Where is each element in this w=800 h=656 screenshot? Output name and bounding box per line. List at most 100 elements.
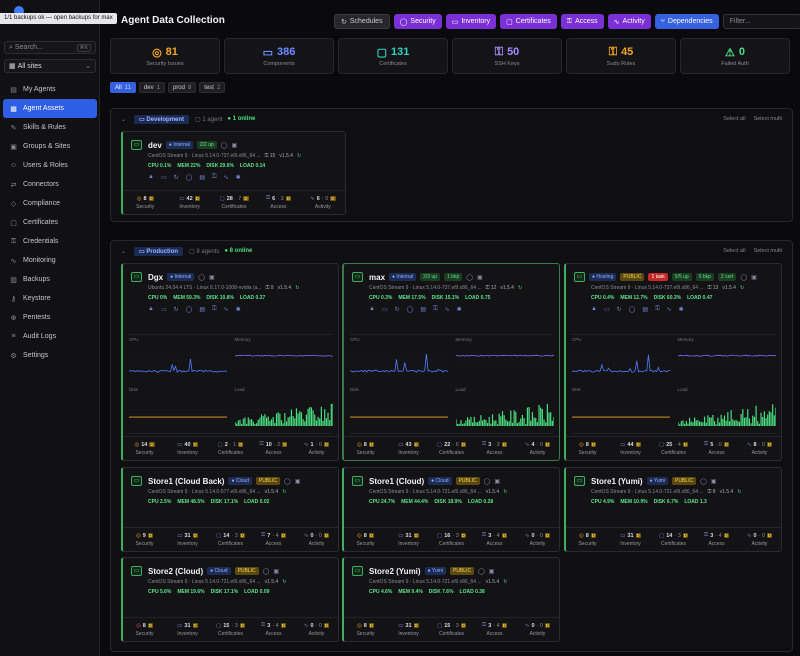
refresh-icon[interactable]: ↻ xyxy=(517,285,523,291)
chat-icon[interactable]: ◯ xyxy=(466,274,473,281)
agent-name[interactable]: max xyxy=(369,272,386,282)
footer-access[interactable]: ⚿ 7 · 4 D Access xyxy=(252,528,295,551)
refresh-icon[interactable]: ↻ xyxy=(503,489,508,495)
action-icon[interactable]: ▭ xyxy=(160,175,167,181)
action-icon[interactable]: ▭ xyxy=(603,307,610,313)
sidebar-item-backups[interactable]: ▥ Backups xyxy=(3,270,97,289)
footer-activity[interactable]: ∿ 8 · 0 D Activity xyxy=(738,437,781,460)
sidebar-item-credentials[interactable]: ⚿ Credentials xyxy=(3,232,97,251)
action-icon[interactable]: ↻ xyxy=(616,307,622,313)
footer-certificates[interactable]: ▢ 22 · 6 D Certificates xyxy=(430,437,473,460)
footer-access[interactable]: ⚿ 6 · 3 D Access xyxy=(256,191,300,214)
dependencies-button[interactable]: ⑂ Dependencies xyxy=(654,14,719,29)
sidebar-item-audit-logs[interactable]: ≡ Audit Logs xyxy=(3,327,97,346)
footer-security[interactable]: ◎ 14 D Security xyxy=(123,437,166,460)
access-button[interactable]: ⚿ Access xyxy=(560,14,604,29)
agent-name[interactable]: Dgx xyxy=(148,272,164,282)
chat-icon[interactable]: ◯ xyxy=(220,142,228,149)
chat-icon[interactable]: ◯ xyxy=(740,274,748,281)
terminal-icon[interactable]: ▣ xyxy=(751,274,757,281)
chip-test[interactable]: test 2 xyxy=(199,82,226,93)
action-icon[interactable]: ◯ xyxy=(185,175,193,181)
action-icon[interactable]: ▲ xyxy=(148,174,154,180)
action-icon[interactable]: ⚿ xyxy=(433,306,438,312)
footer-security[interactable]: ◎ 8 D Security xyxy=(123,618,166,641)
action-icon[interactable]: ∿ xyxy=(444,307,450,313)
agent-name[interactable]: Store1 (Yumi) xyxy=(591,476,643,486)
activity-button[interactable]: ∿ Activity xyxy=(607,14,651,29)
footer-inventory[interactable]: ▭ 40 D Inventory xyxy=(166,437,209,460)
filter-input[interactable]: Filter... xyxy=(722,14,800,29)
action-icon[interactable]: ▲ xyxy=(591,306,597,312)
chat-icon[interactable]: ◯ xyxy=(483,478,491,485)
sidebar-item-keystore[interactable]: ⚷ Keystore xyxy=(3,289,97,308)
terminal-icon[interactable]: ▣ xyxy=(273,568,280,575)
footer-security[interactable]: ◎ 8 D Security xyxy=(344,528,387,551)
select-multi-button[interactable]: Select multi xyxy=(753,116,782,122)
agent-card[interactable]: ▭ Store1 (Cloud) ● Cloud PUBLIC ◯ ▣ CentOS Str… xyxy=(342,467,560,552)
chip-dev[interactable]: dev 1 xyxy=(138,82,165,93)
chat-icon[interactable]: ◯ xyxy=(478,568,485,575)
action-icon[interactable]: ⚿ xyxy=(212,306,217,312)
footer-certificates[interactable]: ▢ 15 · 3 D Certificates xyxy=(209,618,252,641)
footer-security[interactable]: ◎ 8 D Security xyxy=(344,618,387,641)
inventory-button[interactable]: ▭ Inventory xyxy=(445,14,497,29)
action-icon[interactable]: ▤ xyxy=(199,307,206,313)
sidebar-item-pentests[interactable]: ⊕ Pentests xyxy=(3,308,97,327)
select-multi-button[interactable]: Select multi xyxy=(753,248,782,254)
select-all-button[interactable]: Select all xyxy=(723,248,746,254)
footer-access[interactable]: ⚿ 3 · 4 D Access xyxy=(695,528,738,551)
group-header[interactable]: ⌄ ▭ Production ▢ 8 agents ● 8 online Select … xyxy=(111,241,792,261)
action-icon[interactable]: ✱ xyxy=(235,307,241,313)
footer-security[interactable]: ◎ 8 D Security xyxy=(566,437,609,460)
footer-activity[interactable]: ∿ 1 · 0 D Activity xyxy=(295,437,338,460)
action-icon[interactable]: ▲ xyxy=(148,306,154,312)
chip-all[interactable]: All 11 xyxy=(110,82,136,93)
chat-icon[interactable]: ◯ xyxy=(284,478,291,485)
terminal-icon[interactable]: ▣ xyxy=(488,568,495,575)
footer-access[interactable]: ⚿ 10 · 2 D Access xyxy=(252,437,295,460)
agent-name[interactable]: Store1 (Cloud Back) xyxy=(148,476,225,486)
action-icon[interactable]: ∿ xyxy=(223,175,229,181)
action-icon[interactable]: ◯ xyxy=(185,307,193,313)
terminal-icon[interactable]: ▣ xyxy=(476,274,483,281)
footer-inventory[interactable]: ▭ 31 D Inventory xyxy=(166,528,209,551)
sidebar-item-users-roles[interactable]: ☺ Users & Roles xyxy=(3,156,97,175)
footer-security[interactable]: ◎ 8 D Security xyxy=(566,528,609,551)
action-icon[interactable]: ▭ xyxy=(160,307,167,313)
action-icon[interactable]: ▤ xyxy=(642,307,649,313)
agent-card[interactable]: ▭ Dgx ● Internal ◯ ▣ Ubuntu 24.04.4 LTS · Lin… xyxy=(121,263,339,461)
footer-certificates[interactable]: ▢ 28 · 7 D Certificates xyxy=(212,191,256,214)
action-icon[interactable]: ▤ xyxy=(199,175,206,181)
select-all-button[interactable]: Select all xyxy=(723,116,746,122)
agent-card[interactable]: ▭ max ● Internal 2/3 up 1 bkp ◯ ▣ CentOS Stream… xyxy=(342,263,560,461)
footer-inventory[interactable]: ▭ 44 D Inventory xyxy=(609,437,652,460)
footer-activity[interactable]: ∿ 0 · 0 D Activity xyxy=(516,618,559,641)
agent-name[interactable]: Store1 (Cloud) xyxy=(369,476,425,486)
footer-inventory[interactable]: ▭ 31 D Inventory xyxy=(387,618,430,641)
footer-security[interactable]: ◎ 8 D Security xyxy=(344,437,387,460)
chevron-down-icon[interactable]: ⌄ xyxy=(121,248,127,255)
sidebar-search-input[interactable]: ⌕ Search... ⌘K xyxy=(4,41,96,54)
agent-name[interactable]: Store2 (Yumi) xyxy=(369,566,421,576)
action-icon[interactable]: ▲ xyxy=(369,306,375,312)
agent-card[interactable]: ▭ dev ● Internal 2/2 up ◯ ▣ CentOS Stream 9 · … xyxy=(121,131,346,215)
chat-icon[interactable]: ◯ xyxy=(198,274,205,281)
terminal-icon[interactable]: ▣ xyxy=(494,478,501,485)
terminal-icon[interactable]: ▣ xyxy=(231,142,238,149)
certificates-button[interactable]: ▢ Certificates xyxy=(500,14,557,29)
action-icon[interactable]: ◯ xyxy=(406,307,414,313)
footer-activity[interactable]: ∿ 0 · 0 D Activity xyxy=(516,528,559,551)
sidebar-item-groups-sites[interactable]: ▣ Groups & Sites xyxy=(3,137,97,156)
footer-certificates[interactable]: ▢ 15 · 3 D Certificates xyxy=(430,618,473,641)
footer-access[interactable]: ⚿ 3 · 4 D Access xyxy=(473,618,516,641)
footer-certificates[interactable]: ▢ 16 · 3 D Certificates xyxy=(430,528,473,551)
footer-inventory[interactable]: ▭ 31 D Inventory xyxy=(166,618,209,641)
agent-card[interactable]: ▭ Store1 (Cloud Back) ● Cloud PUBLIC ◯ ▣ CentO… xyxy=(121,467,339,552)
footer-inventory[interactable]: ▭ 43 D Inventory xyxy=(387,437,430,460)
action-icon[interactable]: ✱ xyxy=(235,175,241,181)
action-icon[interactable]: ↻ xyxy=(173,307,179,313)
action-icon[interactable]: ◯ xyxy=(628,307,636,313)
footer-activity[interactable]: ∿ 0 · 0 D Activity xyxy=(295,528,338,551)
action-icon[interactable]: ↻ xyxy=(173,175,179,181)
